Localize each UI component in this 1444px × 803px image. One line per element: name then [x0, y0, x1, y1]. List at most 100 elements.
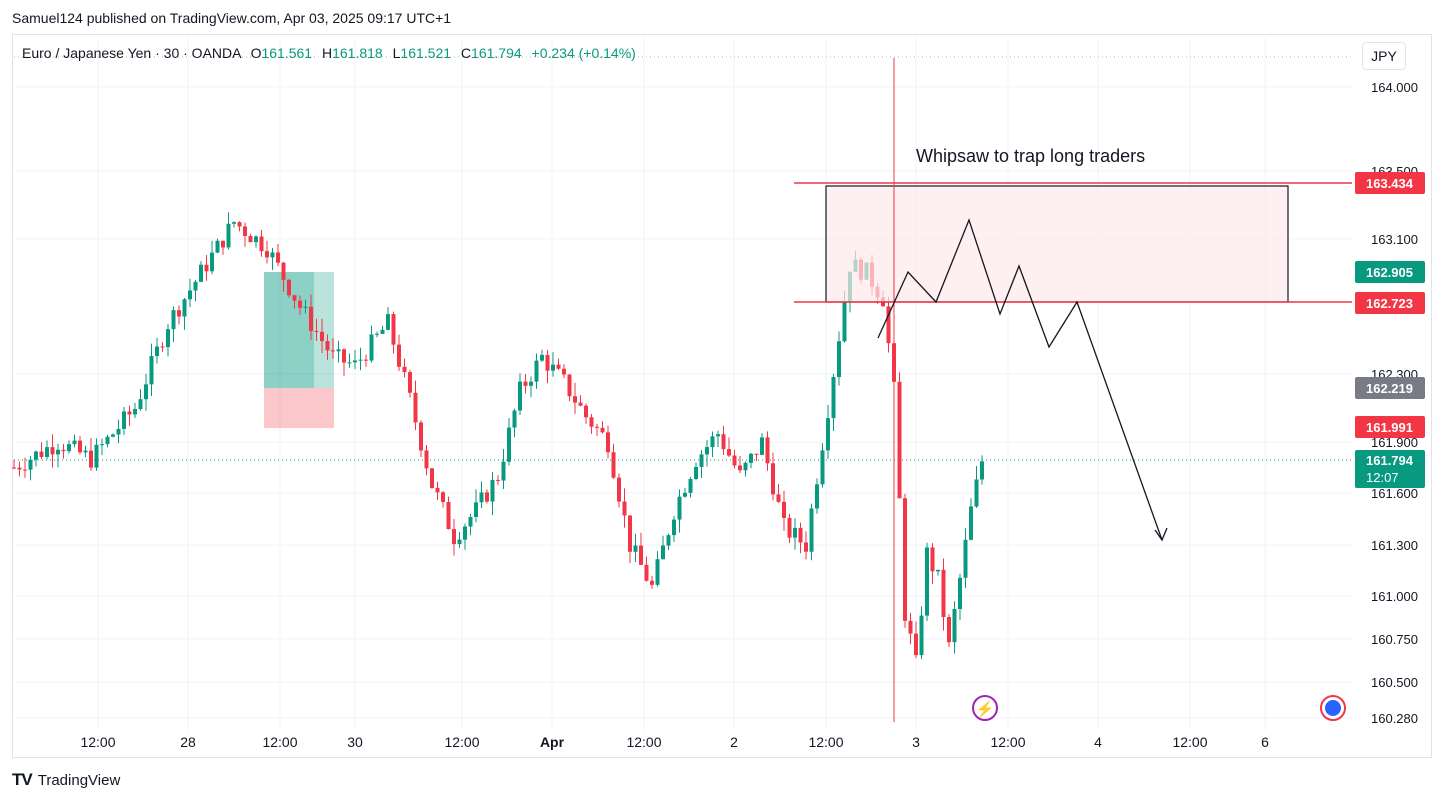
candle-body [83, 450, 88, 453]
time-axis: 12:00 28 12:00 30 12:00 Apr 12:00 2 12:00 3 12:00 4… [80, 734, 1269, 750]
close-value: 161.794 [471, 45, 522, 61]
time-tick-label: 2 [730, 734, 738, 750]
candle-body [562, 368, 566, 375]
price-tick-label: 160.500 [1371, 675, 1418, 690]
candle-body [342, 349, 346, 363]
time-tick-label: 12:00 [80, 734, 115, 750]
candle-body [936, 569, 940, 572]
candle-body [72, 440, 77, 445]
candle-body [826, 418, 830, 451]
candle-body [639, 545, 643, 565]
price-label-badge [1355, 261, 1425, 283]
candle-body [193, 281, 198, 291]
price-tick-label: 160.280 [1371, 711, 1418, 726]
currency-button[interactable]: JPY [1362, 42, 1406, 70]
candle-body [584, 405, 588, 418]
candle-body [424, 450, 429, 469]
candle-body [276, 252, 280, 263]
candle-body [617, 477, 621, 502]
candle-body [375, 333, 379, 335]
candle-body [974, 479, 979, 507]
candle-body [644, 564, 649, 581]
candle-body [930, 547, 935, 572]
candle-body [397, 344, 401, 367]
candle-body [573, 396, 577, 403]
candle-body [133, 409, 137, 415]
candle-body [39, 451, 44, 457]
candle-body [248, 236, 253, 243]
candle-body [78, 440, 82, 453]
symbol-legend[interactable]: Euro / Japanese Yen · 30 · OANDA O161.56… [22, 45, 636, 61]
candle-body [831, 377, 836, 419]
high-value: 161.818 [332, 45, 383, 61]
candle-body [507, 427, 511, 462]
drawings: Whipsaw to trap long traders ⚡ [794, 58, 1352, 722]
candle-body [540, 354, 544, 361]
candle-body [67, 444, 71, 452]
candle-body [435, 487, 440, 493]
candle-body [116, 428, 121, 435]
candle-body [94, 444, 99, 468]
time-tick-label: 12:00 [808, 734, 843, 750]
candle-body [501, 461, 506, 481]
candle-body [446, 502, 451, 530]
candle-body [908, 620, 913, 634]
price-tick-label: 161.000 [1371, 589, 1418, 604]
price-label-badge [1355, 416, 1425, 438]
candle-body [254, 236, 258, 243]
candle-body [556, 364, 561, 369]
candle-body [903, 498, 907, 621]
candle-body [600, 427, 605, 433]
candle-body [809, 508, 814, 552]
candle-body [897, 381, 902, 499]
candle-body [237, 222, 242, 227]
candle-body [765, 437, 770, 464]
candle-body [160, 346, 165, 348]
candle-body [215, 240, 220, 253]
candle-body [485, 492, 489, 502]
candle-body [369, 334, 374, 361]
low-value: 161.521 [400, 45, 452, 61]
candle-body [281, 262, 286, 280]
brand[interactable]: TV TradingView [12, 770, 120, 790]
time-tick-label: 3 [912, 734, 920, 750]
candle-body [655, 559, 660, 585]
time-tick-label: 12:00 [1172, 734, 1207, 750]
price-label-value: 163.434 [1366, 176, 1414, 191]
candle-body [320, 331, 324, 342]
candle-body [688, 479, 693, 493]
candle-body [221, 240, 225, 248]
candle-body [732, 455, 737, 466]
candle-body [347, 362, 352, 364]
candle-body [842, 302, 847, 342]
candle-body [782, 501, 786, 518]
price-tick-label: 161.900 [1371, 435, 1418, 450]
candle-body [512, 410, 517, 428]
candle-body [666, 535, 671, 546]
candle-body [793, 527, 797, 538]
price-tick-label: 161.300 [1371, 538, 1418, 553]
low-label: L [392, 45, 401, 61]
candle-body [545, 354, 550, 371]
candle-body [925, 547, 929, 616]
candle-body [287, 279, 291, 296]
price-tick-label: 163.100 [1371, 232, 1418, 247]
countdown-value: 12:07 [1366, 470, 1399, 485]
time-tick-label: 12:00 [262, 734, 297, 750]
candle-body [787, 517, 792, 538]
candle-body [727, 449, 731, 456]
candle-body [694, 466, 698, 480]
candle-body [149, 356, 154, 385]
candle-body [138, 399, 143, 410]
candle-body [380, 329, 385, 334]
brand-name: TradingView [37, 771, 121, 789]
candle-body [314, 331, 319, 333]
time-tick-label: 12:00 [444, 734, 479, 750]
candle-body [672, 519, 676, 536]
long-position-stop-zone [264, 388, 334, 428]
candle-body [738, 465, 742, 471]
open-value: 161.561 [261, 45, 313, 61]
candle-body [611, 452, 616, 478]
candle-body [45, 447, 49, 457]
